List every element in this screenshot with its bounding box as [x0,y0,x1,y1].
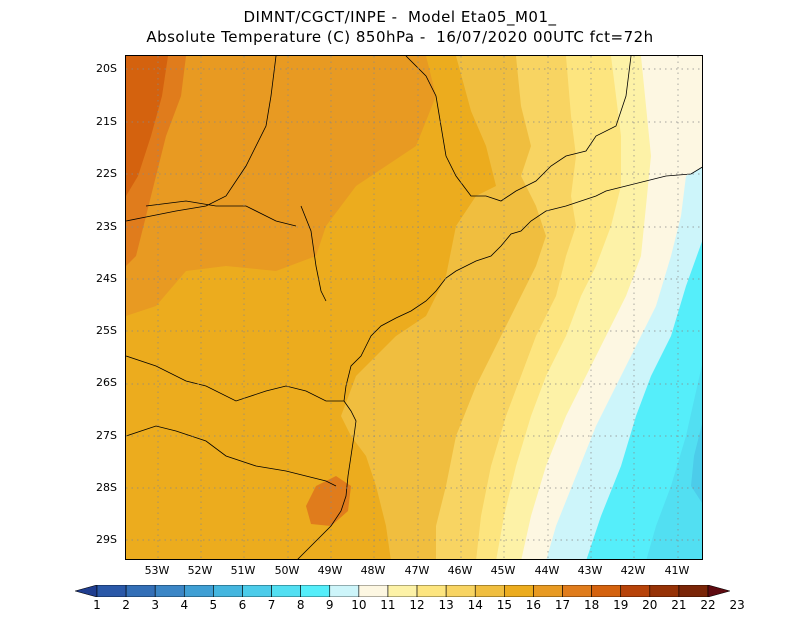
colorbar-label: 16 [525,598,542,612]
colorbar-label: 2 [122,598,130,612]
lon-label-47w: 47W [404,564,430,577]
colorbar-box [591,585,622,597]
colorbar-label: 20 [642,598,658,612]
colorbar-box [213,585,243,597]
colorbar-box [562,585,592,597]
lon-label-45w: 45W [490,564,516,577]
title-line-1: DIMNT/CGCT/INPE - Model Eta05_M01_ [243,8,557,26]
lon-label-41w: 41W [664,564,690,577]
lat-label-27s: 27S [96,429,117,442]
colorbar-label: 9 [325,598,334,612]
colorbar-label: 1 [93,598,101,612]
colorbar-box [300,585,331,597]
lon-label-46w: 46W [447,564,473,577]
field-level-8 [646,364,702,559]
lon-label-50w: 50W [274,564,300,577]
colorbar-label: 6 [238,598,247,612]
lat-label-22s: 22S [96,167,117,180]
colorbar-box [154,585,185,597]
colorbar-label: 8 [296,598,305,612]
map-panel [125,55,703,560]
lat-label-23s: 23S [96,220,117,233]
lat-label-20s: 20S [96,62,117,75]
title-line-2: Absolute Temperature (C) 850hPa - 16/07/… [146,28,654,46]
lon-label-43w: 43W [577,564,603,577]
colorbar-box [125,585,156,597]
lon-label-48w: 48W [360,564,386,577]
colorbar-box [649,585,680,597]
colorbar-label: 3 [151,598,160,612]
colorbar-box [358,585,389,597]
temperature-map [126,56,702,559]
colorbar-label: 21 [671,598,687,612]
state-boundaries [126,56,632,487]
colorbar-box [620,585,651,597]
colorbar-box [329,585,360,597]
colorbar-label: 7 [267,598,276,612]
field-level-19 [126,56,168,196]
colorbar-box [183,585,214,597]
lon-label-52w: 52W [187,564,213,577]
colorbar-label: 15 [496,598,512,612]
colorbar-box [416,585,447,597]
coastline [297,166,702,559]
colorbar-arrow-high [707,585,730,597]
lat-label-29s: 29S [96,533,117,546]
colorbar-label: 10 [351,598,367,612]
colorbar-box [387,585,418,597]
colorbar-box [271,585,301,597]
colorbar-label: 13 [438,598,454,612]
lon-label-44w: 44W [534,564,560,577]
colorbar-arrow-low [75,585,98,597]
colorbar-box [678,585,709,597]
colorbar-label: 14 [467,598,483,612]
colorbar-label: 19 [613,598,629,612]
field-level-17 [126,56,436,316]
colorbar-label: 23 [729,598,745,612]
colorbar-label: 18 [583,598,600,612]
colorbar-label: 22 [700,598,716,612]
colorbar-label: 5 [209,598,218,612]
field-level-7 [691,424,702,503]
colorbar-box [242,585,272,597]
lon-label-42w: 42W [620,564,646,577]
lon-label-49w: 49W [317,564,343,577]
colorbar-box [504,585,534,597]
lat-label-25s: 25S [96,324,117,337]
lon-label-53w: 53W [144,564,170,577]
colorbar-label: 11 [380,598,396,612]
colorbar [75,585,730,597]
colorbar-label: 17 [554,598,571,612]
colorbar-box [533,585,563,597]
colorbar-box [96,585,127,597]
colorbar-label: 12 [409,598,425,612]
colorbar-box [474,585,505,597]
lat-label-24s: 24S [96,272,117,285]
lon-label-51w: 51W [230,564,256,577]
colorbar-box [445,585,476,597]
colorbar-label: 4 [180,598,189,612]
lat-label-21s: 21S [96,115,117,128]
lat-label-26s: 26S [96,376,117,389]
lat-label-28s: 28S [96,481,117,494]
